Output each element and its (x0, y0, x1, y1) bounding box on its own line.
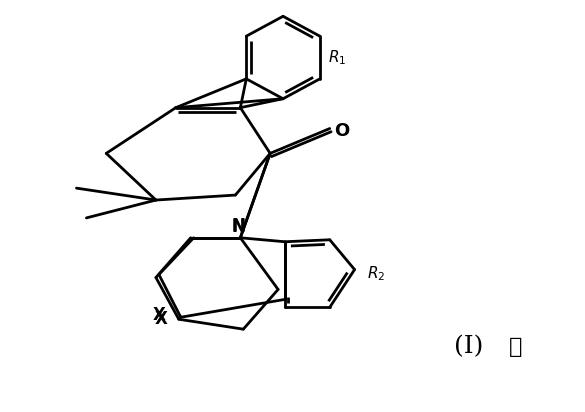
Text: O: O (333, 122, 349, 140)
Text: N: N (232, 217, 245, 235)
Text: 。: 。 (508, 337, 522, 357)
Text: N: N (232, 218, 245, 236)
Text: X: X (153, 306, 166, 324)
Text: (Ⅰ): (Ⅰ) (454, 335, 483, 358)
Text: $R_1$: $R_1$ (328, 49, 346, 67)
Text: $R_2$: $R_2$ (367, 264, 386, 283)
Text: X: X (154, 310, 167, 328)
